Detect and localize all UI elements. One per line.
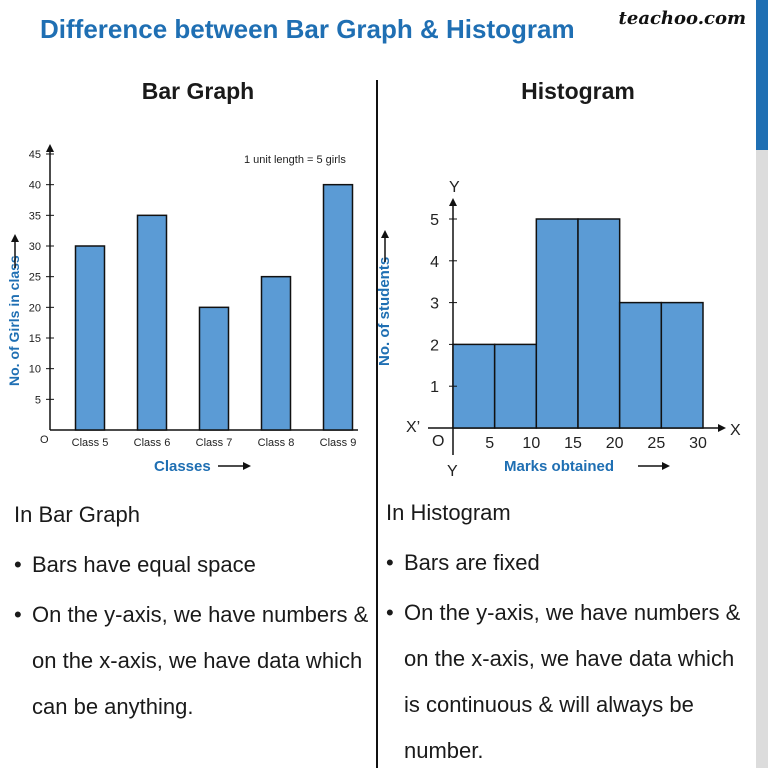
hist-y-tick-label: 5	[430, 212, 439, 229]
bar-y-tick-label: 15	[29, 333, 41, 345]
bar-y-axis-label: No. of Girls in class	[6, 255, 22, 386]
hist-origin-label: O	[432, 433, 444, 450]
histogram-notes: In Histogram Bars are fixed On the y-axi…	[386, 490, 756, 778]
hist-x-label-arrowhead	[662, 462, 670, 470]
hist-y-tick-label: 2	[430, 337, 439, 354]
histogram-bullet: On the y-axis, we have numbers & on the …	[386, 590, 756, 774]
bar-x-tick-label: Class 7	[196, 437, 233, 449]
hist-x-axis-label: Marks obtained	[504, 458, 614, 475]
bar-graph-bar	[136, 214, 168, 431]
bar-x-tick-label: Class 6	[134, 437, 171, 449]
column-divider	[376, 80, 378, 768]
histogram-bar	[493, 343, 538, 429]
bar-y-tick-label: 40	[29, 180, 41, 192]
bar-y-label-arrowhead	[11, 234, 19, 242]
hist-y-pos-label: Y	[449, 179, 460, 196]
hist-x-tick-label: 30	[689, 435, 707, 452]
bar-y-tick-label: 25	[29, 272, 41, 284]
bar-graph-bar	[198, 306, 230, 431]
hist-x-pos-label: X	[730, 422, 741, 439]
hist-x-neg-label: X’	[406, 419, 420, 436]
hist-x-tick-label: 25	[647, 435, 665, 452]
bar-y-tick-label: 35	[29, 210, 41, 222]
bar-x-tick-label: Class 5	[72, 437, 109, 449]
bar-x-tick-label: Class 8	[258, 437, 295, 449]
bar-x-tick-label: Class 9	[320, 437, 357, 449]
hist-x-axis-arrow	[718, 424, 726, 432]
bar-origin-label: O	[40, 434, 49, 446]
hist-y-tick-label: 3	[430, 296, 439, 313]
hist-y-label-arrowhead	[381, 230, 389, 238]
histogram-notes-title: In Histogram	[386, 500, 511, 525]
page-title: Difference between Bar Graph & Histogram	[40, 14, 575, 44]
bar-graph-notes: In Bar Graph Bars have equal space On th…	[14, 492, 374, 734]
bar-graph-bar	[260, 275, 292, 431]
hist-y-tick-label: 4	[430, 254, 439, 271]
scrollbar-track[interactable]	[756, 0, 768, 768]
bar-y-tick-label: 20	[29, 302, 41, 314]
histogram-bullet: Bars are fixed	[386, 540, 756, 586]
histogram-bar	[577, 218, 621, 429]
bar-graph-heading: Bar Graph	[141, 78, 255, 104]
bar-x-axis-label: Classes	[154, 458, 211, 475]
bar-y-tick-label: 30	[29, 241, 41, 253]
bar-y-tick-label: 45	[29, 149, 41, 161]
hist-y-axis-arrow	[449, 198, 457, 206]
bar-x-label-arrowhead	[243, 462, 251, 470]
bar-graph-bar	[322, 183, 354, 431]
bar-graph-bullet: On the y-axis, we have numbers & on the …	[14, 592, 374, 730]
bar-y-tick-label: 10	[29, 364, 41, 376]
hist-x-tick-label: 5	[485, 435, 494, 452]
histogram-heading: Histogram	[521, 78, 635, 104]
teachoo-logo: teachoo.com	[618, 8, 746, 29]
scrollbar-thumb[interactable]	[756, 0, 768, 150]
bar-graph-bullet: Bars have equal space	[14, 542, 374, 588]
bar-y-tick-label: 5	[35, 394, 41, 406]
hist-x-tick-label: 15	[564, 435, 582, 452]
hist-y-tick-label: 1	[430, 379, 439, 396]
bar-graph-notes-title: In Bar Graph	[14, 502, 140, 527]
histogram-bar	[660, 301, 704, 429]
bar-graph-bar	[74, 245, 106, 431]
hist-y-neg-label: Y	[447, 463, 458, 480]
histogram-bar	[535, 218, 579, 429]
bar-y-axis-arrow	[46, 144, 54, 152]
hist-x-tick-label: 10	[522, 435, 540, 452]
hist-y-axis-label: No. of students	[376, 257, 393, 366]
histogram-bar	[452, 343, 496, 429]
histogram-bar	[618, 301, 663, 429]
bar-unit-annotation: 1 unit length = 5 girls	[244, 154, 346, 166]
hist-x-tick-label: 20	[606, 435, 624, 452]
